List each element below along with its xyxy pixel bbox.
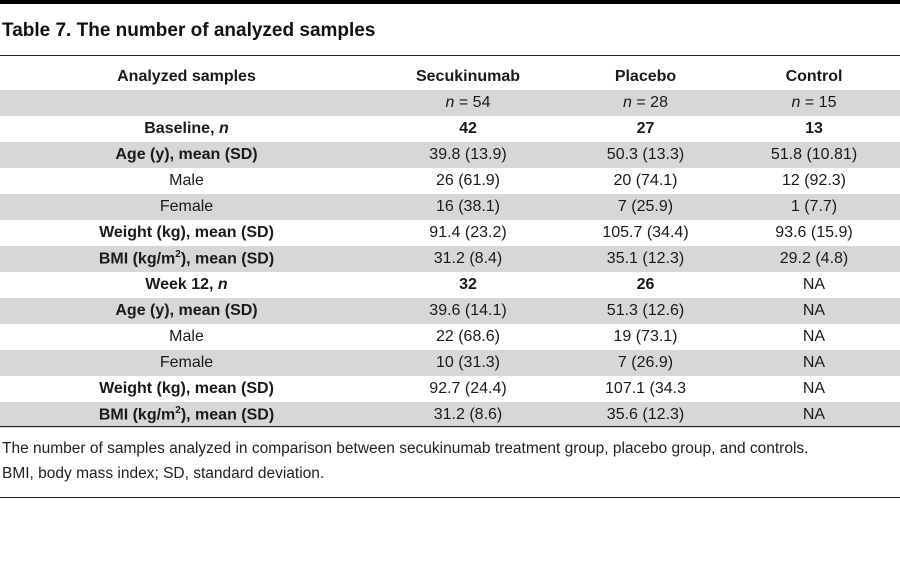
cell-secukinumab: 39.6 (14.1) [373, 298, 563, 324]
table-row: Weight (kg), mean (SD) 91.4 (23.2) 105.7… [0, 220, 900, 246]
cell-secukinumab: 16 (38.1) [373, 194, 563, 220]
table-bottom-rule [0, 426, 900, 427]
table-row: Female 16 (38.1) 7 (25.9) 1 (7.7) [0, 194, 900, 220]
cell-placebo: 19 (73.1) [613, 328, 678, 345]
table-row: Week 12, n 32 26 NA [0, 272, 900, 298]
cell-secukinumab: 10 (31.3) [373, 350, 563, 376]
group-size-secukinumab: n = 54 [373, 90, 563, 116]
cell-control: NA [728, 298, 900, 324]
header-placebo: Placebo [614, 68, 677, 85]
cell-placebo: 50.3 (13.3) [563, 142, 728, 168]
cell-placebo: 107.1 (34.3 [605, 380, 686, 397]
table-row: Male 22 (68.6) 19 (73.1) NA [0, 324, 900, 350]
group-size-control: n = 15 [728, 90, 900, 116]
table-header-row: Analyzed samples Secukinumab Placebo Con… [0, 64, 900, 90]
footnote-line-2: BMI, body mass index; SD, standard devia… [2, 465, 325, 482]
cell-placebo: 7 (25.9) [563, 194, 728, 220]
cell-control: NA [728, 350, 900, 376]
cell-placebo: 7 (26.9) [563, 350, 728, 376]
table-row: Age (y), mean (SD) 39.6 (14.1) 51.3 (12.… [0, 298, 900, 324]
table-title: Table 7. The number of analyzed samples [2, 20, 376, 41]
cell-control: 29.2 (4.8) [728, 246, 900, 272]
row-label: Baseline, n [144, 120, 229, 137]
cell-control: 1 (7.7) [728, 194, 900, 220]
cell-control: NA [802, 276, 826, 293]
cell-placebo: 35.6 (12.3) [563, 402, 728, 428]
cell-control: 13 [805, 120, 823, 137]
cell-control: NA [802, 380, 826, 397]
cell-secukinumab: 31.2 (8.4) [373, 246, 563, 272]
table-row: Age (y), mean (SD) 39.8 (13.9) 50.3 (13.… [0, 142, 900, 168]
cell-secukinumab: 42 [459, 120, 477, 137]
top-rule [0, 0, 900, 4]
cell-placebo: 105.7 (34.4) [602, 224, 689, 241]
header-analyzed-samples: Analyzed samples [117, 68, 256, 85]
row-label: Male [169, 172, 204, 189]
cell-control: 93.6 (15.9) [775, 224, 853, 241]
table-row: BMI (kg/m2), mean (SD) 31.2 (8.6) 35.6 (… [0, 402, 900, 428]
cell-placebo: 26 [636, 276, 655, 293]
cell-secukinumab: 26 (61.9) [435, 172, 501, 189]
cell-control: 12 (92.3) [781, 172, 847, 189]
cell-secukinumab: 91.4 (23.2) [429, 224, 507, 241]
title-rule [0, 55, 900, 56]
row-label: Week 12, n [145, 276, 228, 293]
row-label: Female [0, 194, 373, 220]
row-label: Age (y), mean (SD) [0, 142, 373, 168]
table-row: BMI (kg/m2), mean (SD) 31.2 (8.4) 35.1 (… [0, 246, 900, 272]
footnote-line-1: The number of samples analyzed in compar… [2, 440, 809, 457]
cell-placebo: 20 (74.1) [613, 172, 678, 189]
cell-secukinumab: 39.8 (13.9) [373, 142, 563, 168]
cell-placebo: 51.3 (12.6) [563, 298, 728, 324]
group-size-row: n = 54 n = 28 n = 15 [0, 90, 900, 116]
row-label: Age (y), mean (SD) [0, 298, 373, 324]
group-size-placebo: n = 28 [563, 90, 728, 116]
table-footnote: The number of samples analyzed in compar… [2, 436, 892, 486]
table-row: Baseline, n 42 27 13 [0, 116, 900, 142]
cell-secukinumab: 32 [459, 276, 477, 293]
row-label: Male [169, 328, 204, 345]
table-row: Female 10 (31.3) 7 (26.9) NA [0, 350, 900, 376]
row-label: BMI (kg/m2), mean (SD) [0, 246, 373, 272]
cell-control: NA [802, 328, 826, 345]
cell-secukinumab: 31.2 (8.6) [373, 402, 563, 428]
header-secukinumab: Secukinumab [415, 68, 521, 85]
row-label: BMI (kg/m2), mean (SD) [0, 402, 373, 428]
cell-secukinumab: 92.7 (24.4) [429, 380, 507, 397]
row-label: Weight (kg), mean (SD) [99, 224, 274, 241]
samples-table: Analyzed samples Secukinumab Placebo Con… [0, 64, 900, 428]
cell-placebo: 27 [636, 120, 655, 137]
row-label: Female [0, 350, 373, 376]
cell-control: 51.8 (10.81) [728, 142, 900, 168]
table-row: Male 26 (61.9) 20 (74.1) 12 (92.3) [0, 168, 900, 194]
row-label: Weight (kg), mean (SD) [99, 380, 274, 397]
header-control: Control [785, 68, 843, 85]
table-row: Weight (kg), mean (SD) 92.7 (24.4) 107.1… [0, 376, 900, 402]
cell-placebo: 35.1 (12.3) [563, 246, 728, 272]
cell-control: NA [728, 402, 900, 428]
group-size-label [0, 90, 373, 116]
footnote-bottom-rule [0, 497, 900, 498]
cell-secukinumab: 22 (68.6) [435, 328, 501, 345]
